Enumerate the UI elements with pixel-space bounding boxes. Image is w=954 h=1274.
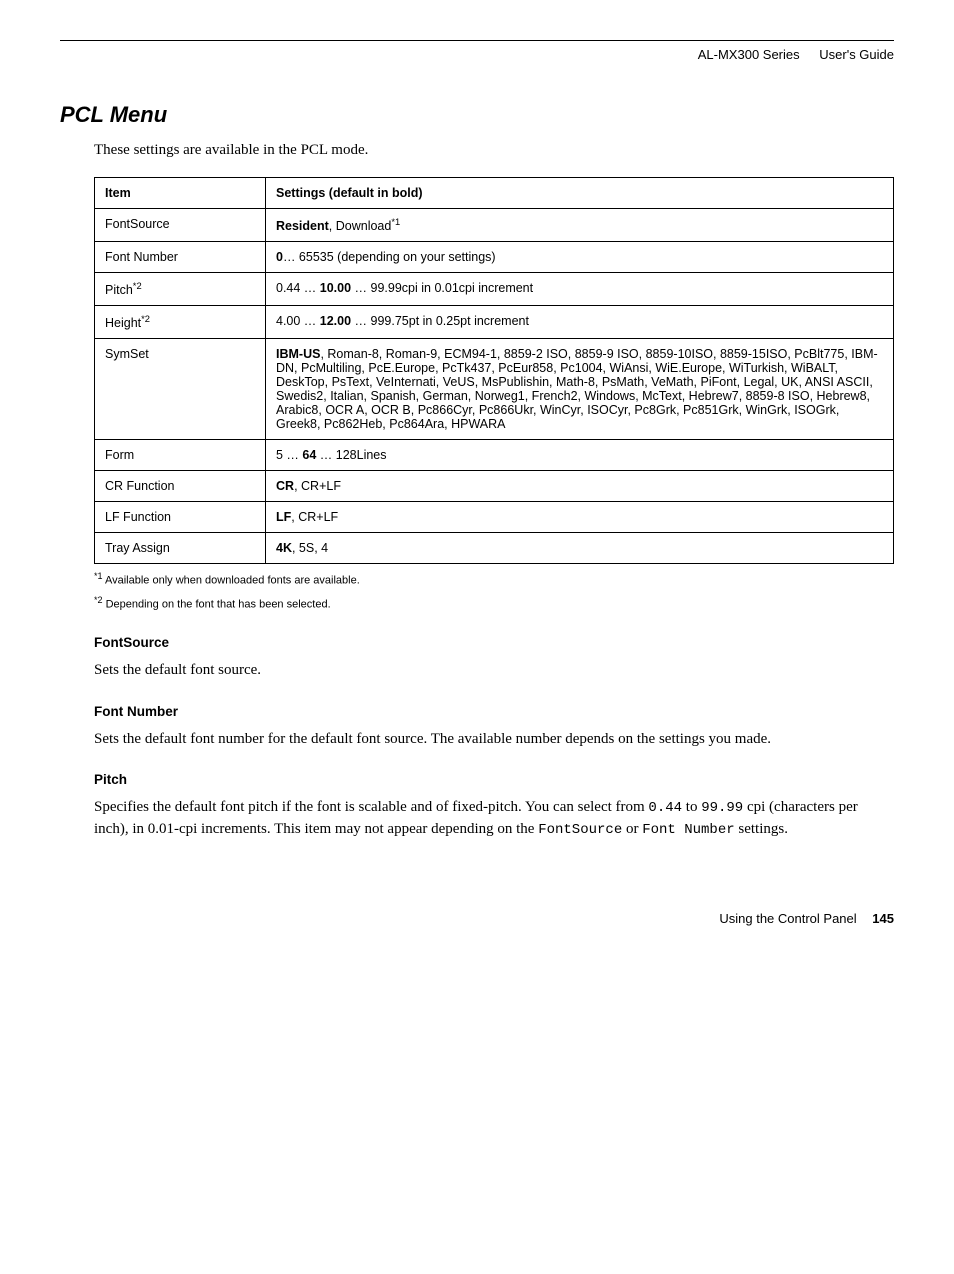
cell-setting: 0… 65535 (depending on your settings) xyxy=(266,242,894,273)
col-header-item: Item xyxy=(95,178,266,209)
table-body: FontSource Resident, Download*1 Font Num… xyxy=(95,209,894,564)
cell-setting: 4.00 … 12.00 … 999.75pt in 0.25pt increm… xyxy=(266,306,894,339)
settings-table: Item Settings (default in bold) FontSour… xyxy=(94,177,894,564)
cell-setting: IBM-US, Roman-8, Roman-9, ECM94-1, 8859-… xyxy=(266,339,894,440)
cell-item: SymSet xyxy=(95,339,266,440)
footnote-text: Available only when downloaded fonts are… xyxy=(105,575,360,587)
section-title: PCL Menu xyxy=(60,102,894,128)
section-intro: These settings are available in the PCL … xyxy=(94,142,894,159)
footnote-2: *2 Depending on the font that has been s… xyxy=(94,594,894,613)
cell-item: LF Function xyxy=(95,502,266,533)
field-title: FontSource xyxy=(94,635,894,650)
table-head: Item Settings (default in bold) xyxy=(95,178,894,209)
header-text: AL-MX300 Series User's Guide xyxy=(60,47,894,62)
cell-setting: LF, CR+LF xyxy=(266,502,894,533)
field-desc: Sets the default font source. xyxy=(94,660,894,682)
table-row: SymSet IBM-US, Roman-8, Roman-9, ECM94-1… xyxy=(95,339,894,440)
cell-item: Pitch*2 xyxy=(95,273,266,306)
table-row: FontSource Resident, Download*1 xyxy=(95,209,894,242)
table-row: LF Function LF, CR+LF xyxy=(95,502,894,533)
field-title: Pitch xyxy=(94,772,894,787)
footnote-mark: *2 xyxy=(94,595,103,605)
doc-series: AL-MX300 Series xyxy=(698,47,800,62)
header-rule xyxy=(60,40,894,41)
cell-item: Form xyxy=(95,440,266,471)
page-footer: Using the Control Panel 145 xyxy=(60,911,894,926)
table-row: Tray Assign 4K, 5S, 4 xyxy=(95,533,894,564)
table-row: Form 5 … 64 … 128Lines xyxy=(95,440,894,471)
cell-setting: Resident, Download*1 xyxy=(266,209,894,242)
field-desc: Specifies the default font pitch if the … xyxy=(94,797,894,841)
doc-subtitle: User's Guide xyxy=(819,47,894,62)
cell-setting: 0.44 … 10.00 … 99.99cpi in 0.01cpi incre… xyxy=(266,273,894,306)
cell-setting: 4K, 5S, 4 xyxy=(266,533,894,564)
cell-item: Height*2 xyxy=(95,306,266,339)
table-row: CR Function CR, CR+LF xyxy=(95,471,894,502)
table-row: Font Number 0… 65535 (depending on your … xyxy=(95,242,894,273)
field-title: Font Number xyxy=(94,704,894,719)
footer-page-number: 145 xyxy=(872,911,894,926)
cell-item: CR Function xyxy=(95,471,266,502)
field-desc: Sets the default font number for the def… xyxy=(94,729,894,751)
cell-item: Tray Assign xyxy=(95,533,266,564)
cell-item: Font Number xyxy=(95,242,266,273)
cell-setting: 5 … 64 … 128Lines xyxy=(266,440,894,471)
table-header-row: Item Settings (default in bold) xyxy=(95,178,894,209)
table-row: Height*2 4.00 … 12.00 … 999.75pt in 0.25… xyxy=(95,306,894,339)
footnote-text: Depending on the font that has been sele… xyxy=(106,598,331,610)
footnote-1: *1 Available only when downloaded fonts … xyxy=(94,570,894,589)
col-header-settings: Settings (default in bold) xyxy=(266,178,894,209)
cell-item: FontSource xyxy=(95,209,266,242)
cell-setting: CR, CR+LF xyxy=(266,471,894,502)
footer-chapter: Using the Control Panel xyxy=(719,911,856,926)
footnote-mark: *1 xyxy=(94,571,103,581)
table-row: Pitch*2 0.44 … 10.00 … 99.99cpi in 0.01c… xyxy=(95,273,894,306)
